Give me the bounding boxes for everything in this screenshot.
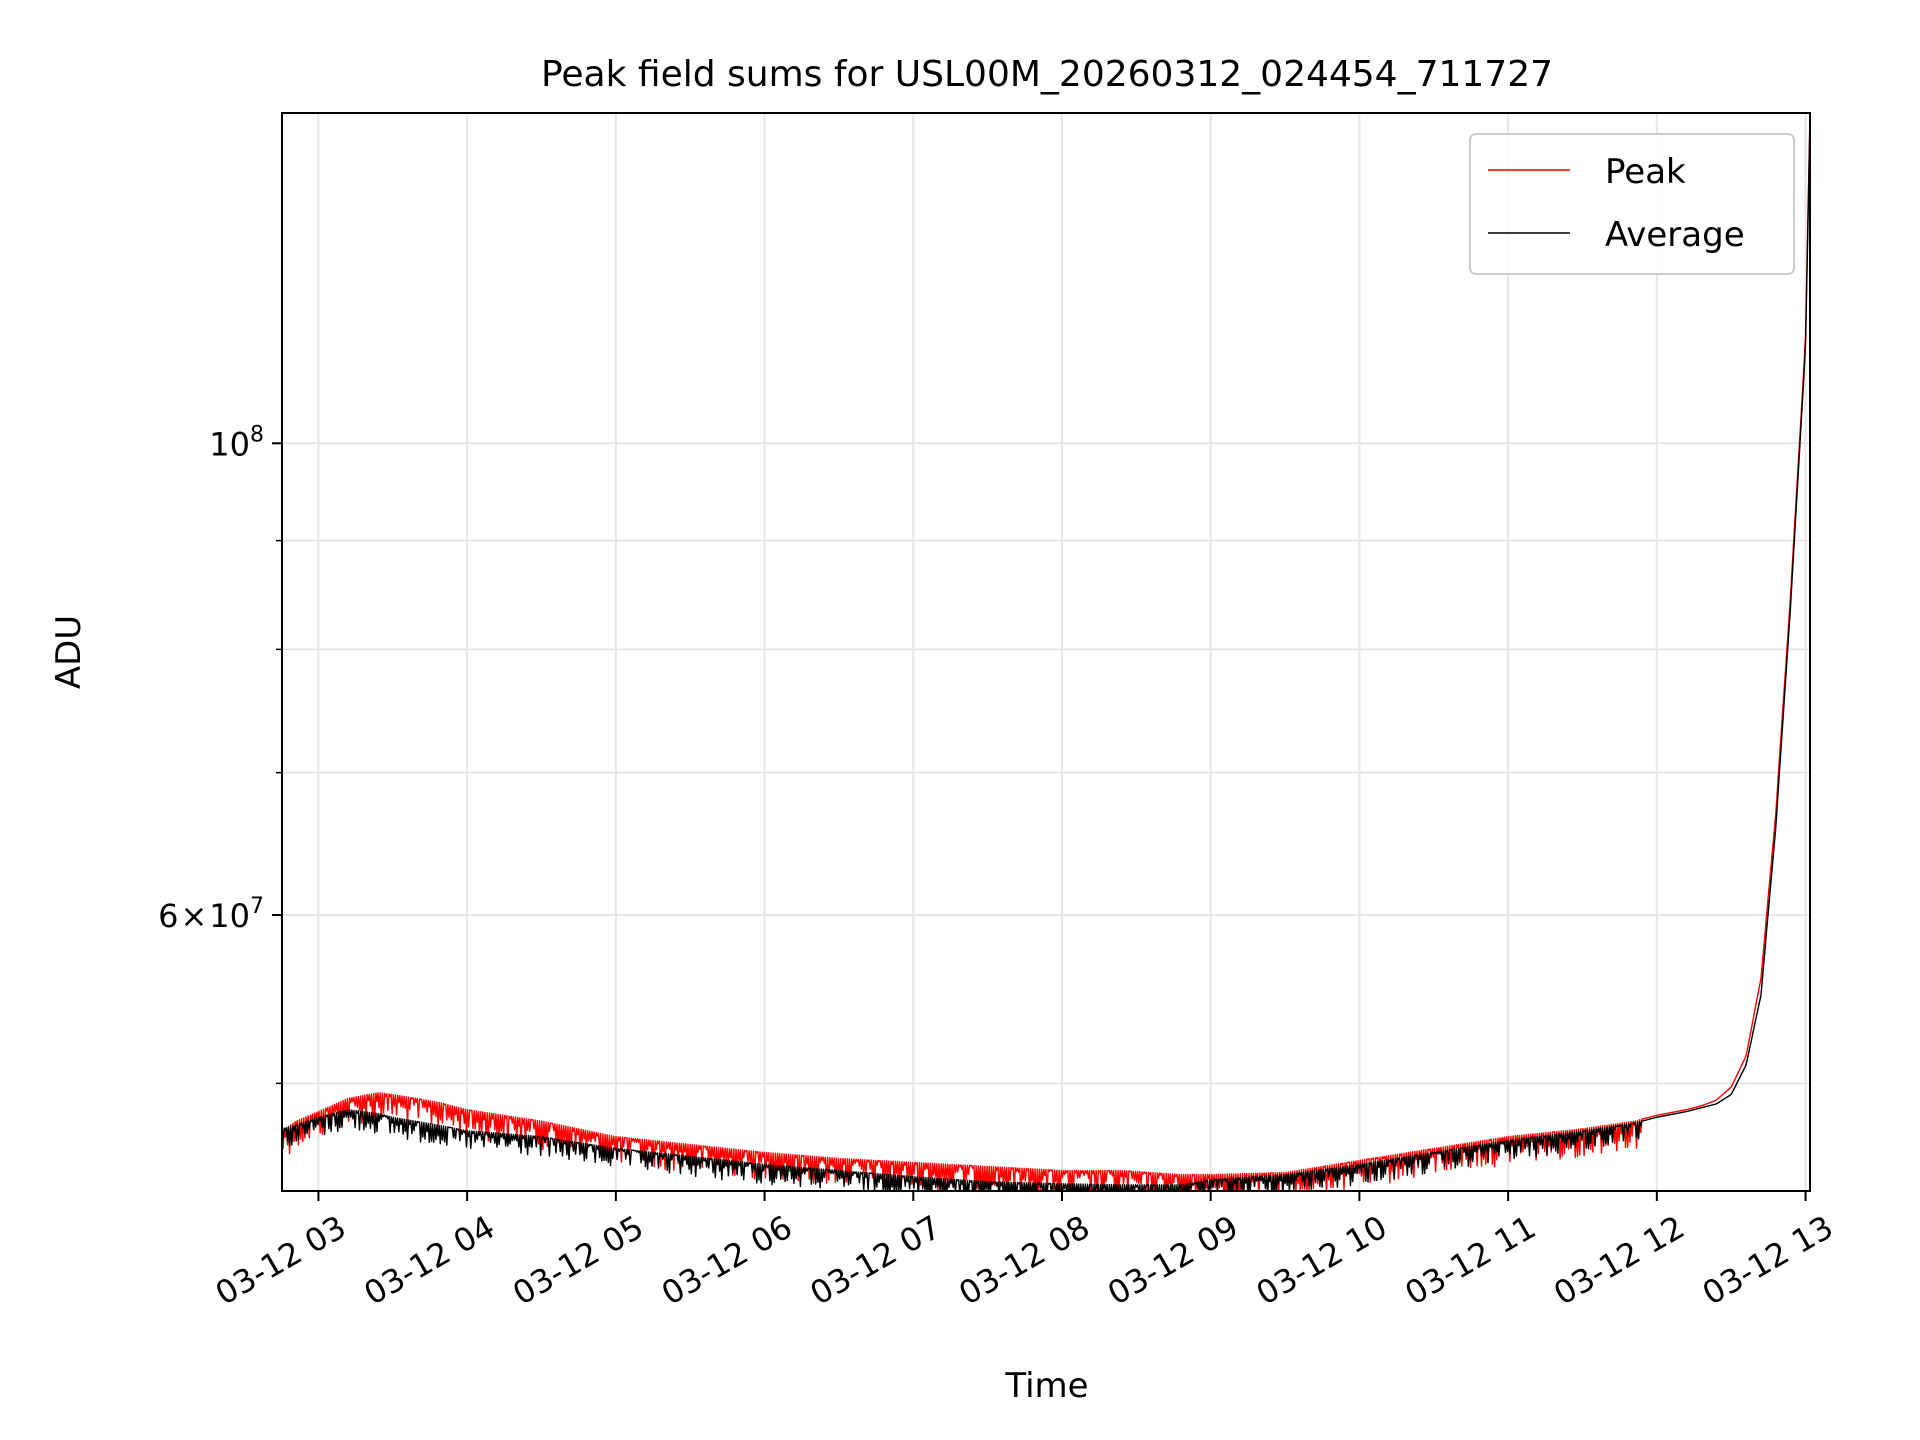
y-axis-ticks: 6×107 108 <box>158 422 282 1085</box>
chart-title: Peak field sums for USL00M_20260312_0244… <box>541 54 1553 95</box>
legend-label-peak: Peak <box>1605 152 1686 192</box>
y-tick-label: 6×107 <box>158 894 264 935</box>
series-layer <box>282 113 1810 1191</box>
series-line-average <box>282 119 1810 1191</box>
legend-label-average: Average <box>1605 215 1745 255</box>
legend: Peak Average <box>1469 133 1795 275</box>
y-gridlines <box>282 442 1810 1085</box>
x-gridlines <box>317 113 1807 1191</box>
y-axis-label: ADU <box>49 615 89 689</box>
plot-frame <box>281 112 1811 1192</box>
x-axis-label: Time <box>1004 1366 1088 1406</box>
y-tick-label: 108 <box>209 422 264 463</box>
legend-box <box>1469 133 1795 275</box>
